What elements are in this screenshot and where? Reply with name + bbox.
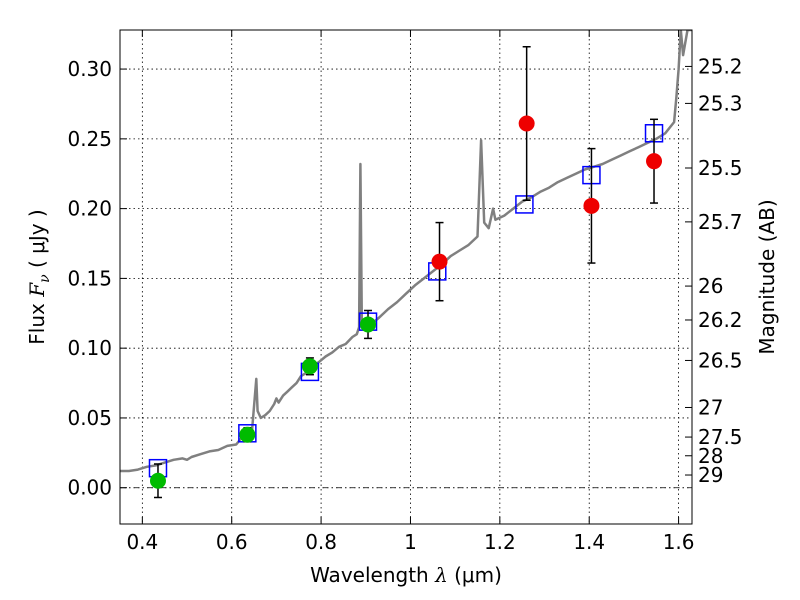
x-tick-label: 0.4: [126, 530, 158, 554]
magnitude-tick-label: 25.7: [698, 210, 743, 234]
x-tick-label: 1.6: [663, 530, 695, 554]
magnitude-tick-label: 27.5: [698, 425, 743, 449]
plot-frame: [119, 29, 693, 525]
x-axis-label: Wavelength λ (μm): [310, 563, 502, 587]
y-tick-label: 0.10: [67, 336, 112, 360]
magnitude-tick-label: 25.2: [698, 54, 743, 78]
observed-flux-point: [431, 253, 448, 270]
magnitude-tick-label: 27: [698, 395, 723, 419]
x-axis-ticks: 0.4 0.6 0.8 1 1.2 1.4 1.6: [126, 30, 695, 554]
x-tick-label: 0.8: [305, 530, 337, 554]
observed-flux-point: [149, 472, 166, 489]
y-tick-label: 0.05: [67, 406, 112, 430]
y-axis-label: Flux Fν ( μJy ): [25, 209, 53, 344]
magnitude-tick-label: 25.3: [698, 91, 743, 115]
magnitude-tick-label: 25.5: [698, 156, 743, 180]
plot-area: [120, 30, 692, 524]
y-axis-ticks: 0.00 0.05 0.10 0.15 0.20 0.25 0.30: [67, 57, 127, 500]
observed-flux-point: [360, 316, 377, 333]
observed-flux-point: [239, 426, 256, 443]
x-tick-label: 1: [404, 530, 417, 554]
observed-flux-point: [583, 197, 600, 214]
y-tick-label: 0.15: [67, 266, 112, 290]
magnitude-tick-label: 26.5: [698, 348, 743, 372]
x-tick-label: 0.6: [216, 530, 248, 554]
magnitude-axis-label: Magnitude (AB): [755, 199, 779, 354]
y-tick-label: 0.25: [67, 127, 112, 151]
x-tick-label: 1.4: [573, 530, 605, 554]
data-markers: [148, 45, 664, 499]
magnitude-tick-label: 26: [698, 274, 723, 298]
magnitude-tick-label: 28: [698, 444, 723, 468]
magnitude-tick-label: 29: [698, 463, 723, 487]
y-tick-label: 0.30: [67, 57, 112, 81]
magnitude-tick-label: 26.2: [698, 308, 743, 332]
grid-lines: [120, 30, 692, 524]
observed-flux-point: [646, 153, 663, 170]
observed-flux-point: [518, 115, 535, 132]
y-tick-label: 0.00: [67, 476, 112, 500]
model-photometry-square: [515, 195, 534, 214]
observed-flux-point: [301, 358, 318, 375]
y-tick-label: 0.20: [67, 197, 112, 221]
x-tick-label: 1.2: [484, 530, 516, 554]
